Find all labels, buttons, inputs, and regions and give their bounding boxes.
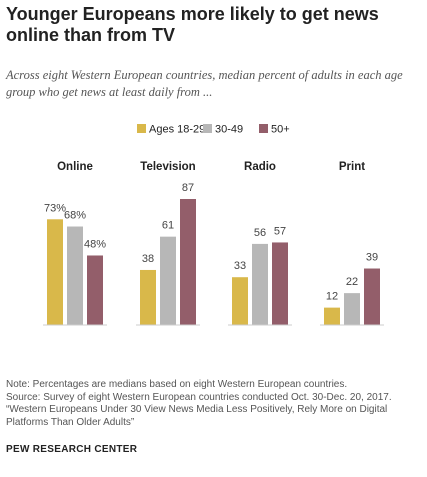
category-label: Radio <box>244 161 276 173</box>
bar <box>272 242 288 325</box>
data-label: 39 <box>366 252 378 264</box>
legend-swatch <box>203 124 212 133</box>
bar <box>140 269 156 325</box>
source-text: Source: Survey of eight Western European… <box>6 391 392 403</box>
legend-label: Ages 18-29 <box>149 124 205 136</box>
bar <box>252 243 268 325</box>
bar <box>67 226 83 325</box>
data-label: 56 <box>254 227 266 239</box>
data-label: 33 <box>234 260 246 272</box>
category-label: Television <box>140 161 195 173</box>
category-label: Online <box>57 161 93 173</box>
note-text: Note: Percentages are medians based on e… <box>6 379 348 390</box>
report-title-text: “Western Europeans Under 30 View News Me… <box>6 404 388 428</box>
data-label: 73% <box>44 202 66 214</box>
legend-label: 30-49 <box>215 124 243 136</box>
pew-credit: PEW RESEARCH CENTER <box>6 444 138 455</box>
data-label: 12 <box>326 291 338 303</box>
bar <box>47 219 63 325</box>
chart-subtitle: Across eight Western European countries,… <box>6 68 403 99</box>
legend-swatch <box>259 124 268 133</box>
category-label: Print <box>339 161 365 173</box>
data-label: 22 <box>346 276 358 288</box>
data-label: 61 <box>162 220 174 232</box>
data-label: 48% <box>84 238 106 250</box>
chart-notes: Note: Percentages are medians based on e… <box>6 379 421 429</box>
data-label: 87 <box>182 182 194 194</box>
data-label: 68% <box>64 210 86 222</box>
bar <box>232 277 248 325</box>
data-label: 57 <box>274 225 286 237</box>
bar <box>344 293 360 325</box>
bar <box>87 255 103 325</box>
bar <box>364 268 380 325</box>
bar <box>324 307 340 325</box>
legend-label: 50+ <box>271 124 290 136</box>
chart-title: Younger Europeans more likely to get new… <box>6 4 379 45</box>
bar <box>180 199 196 325</box>
legend-swatch <box>137 124 146 133</box>
bar <box>160 236 176 325</box>
data-label: 38 <box>142 253 154 265</box>
